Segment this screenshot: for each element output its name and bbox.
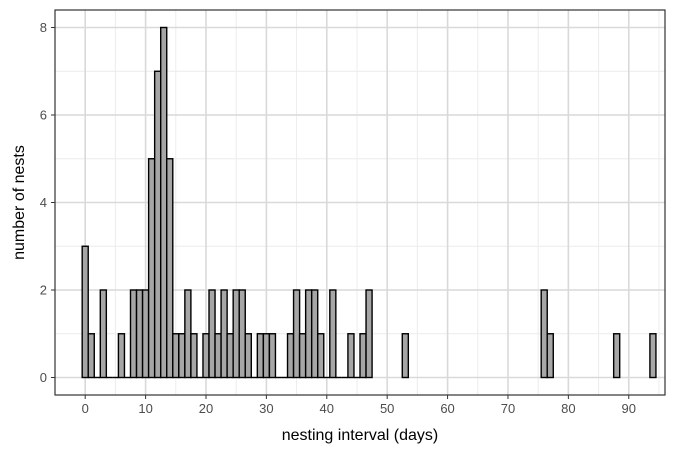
bar-day-18 bbox=[190, 333, 198, 379]
bar-day-22 bbox=[214, 333, 222, 379]
bar-day-12 bbox=[153, 70, 162, 379]
bar-day-25 bbox=[232, 289, 240, 379]
y-tick-label: 8 bbox=[40, 20, 47, 35]
bar-day-35 bbox=[292, 289, 301, 379]
bar-day-1 bbox=[87, 333, 95, 379]
y-tick-label: 4 bbox=[40, 195, 47, 210]
bar-day-88 bbox=[612, 333, 621, 379]
y-tick-label: 0 bbox=[40, 370, 47, 385]
x-tick-label: 60 bbox=[440, 401, 454, 416]
bar-day-14 bbox=[166, 158, 174, 379]
bar-day-20 bbox=[202, 333, 210, 379]
bar-day-38 bbox=[310, 289, 319, 379]
bar-day-3 bbox=[99, 289, 108, 379]
bar-day-13 bbox=[159, 26, 168, 379]
bar-day-36 bbox=[298, 333, 307, 379]
bar-day-10 bbox=[141, 289, 150, 379]
bar-day-15 bbox=[172, 333, 180, 379]
bar-day-27 bbox=[244, 333, 252, 379]
x-axis-title: nesting interval (days) bbox=[282, 427, 439, 444]
bar-day-41 bbox=[329, 289, 337, 379]
bar-day-44 bbox=[347, 333, 355, 379]
bar-day-17 bbox=[184, 289, 192, 379]
bar-day-9 bbox=[135, 289, 144, 379]
bar-day-8 bbox=[129, 289, 138, 379]
bar-day-53 bbox=[401, 333, 410, 379]
x-tick-label: 50 bbox=[380, 401, 394, 416]
x-tick-label: 0 bbox=[82, 401, 89, 416]
x-tick-label: 80 bbox=[561, 401, 575, 416]
x-axis: 0 10 20 30 40 50 60 70 80 90 bbox=[82, 395, 636, 416]
x-tick-label: 70 bbox=[501, 401, 515, 416]
bar-day-47 bbox=[365, 289, 373, 379]
bar-day-77 bbox=[546, 333, 554, 379]
bar-day-26 bbox=[238, 289, 246, 379]
bar-day-6 bbox=[117, 333, 126, 379]
bar-day-31 bbox=[268, 333, 277, 379]
bar-day-94 bbox=[649, 333, 657, 379]
bar-day-16 bbox=[178, 333, 186, 379]
x-tick-label: 90 bbox=[622, 401, 636, 416]
y-axis-title: number of nests bbox=[11, 145, 28, 260]
bar-day-24 bbox=[226, 333, 234, 379]
x-tick-label: 20 bbox=[199, 401, 213, 416]
bar-day-0 bbox=[81, 245, 89, 379]
bar-day-76 bbox=[540, 289, 548, 379]
bar-day-46 bbox=[359, 333, 367, 379]
bar-day-37 bbox=[304, 289, 313, 379]
bar-day-11 bbox=[147, 158, 156, 379]
bar-day-30 bbox=[262, 333, 271, 379]
bar-day-39 bbox=[317, 333, 325, 379]
bar-day-23 bbox=[220, 289, 228, 379]
bar-day-29 bbox=[256, 333, 265, 379]
y-axis: 0 2 4 6 8 bbox=[40, 20, 55, 385]
bars bbox=[81, 26, 657, 379]
x-tick-label: 30 bbox=[259, 401, 273, 416]
x-tick-label: 40 bbox=[320, 401, 334, 416]
y-tick-label: 6 bbox=[40, 108, 47, 123]
y-tick-label: 2 bbox=[40, 283, 47, 298]
bar-day-34 bbox=[286, 333, 295, 379]
bar-day-21 bbox=[208, 289, 216, 379]
x-tick-label: 10 bbox=[138, 401, 152, 416]
